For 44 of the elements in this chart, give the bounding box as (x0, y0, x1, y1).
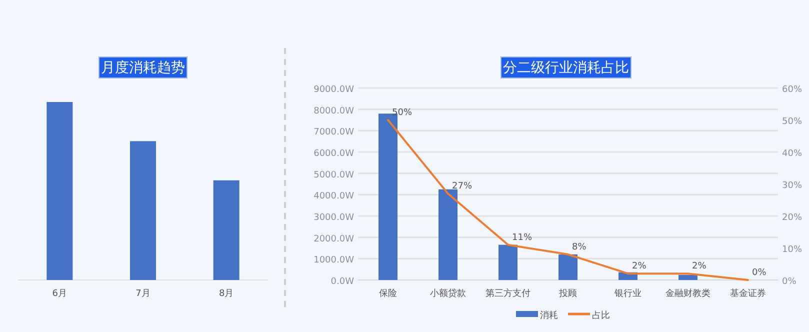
bar (498, 244, 518, 280)
y2-tick-label: 50% (782, 117, 802, 127)
y-tick-label: 4000.0W (314, 192, 354, 202)
chart-title: 分二级行业消耗占比 (503, 60, 629, 76)
data-label: 8% (572, 242, 587, 252)
x-tick-label: 投顾 (558, 288, 577, 299)
y2-tick-label: 20% (782, 213, 802, 223)
y-tick-label: 5000.0W (314, 170, 354, 180)
y-tick-label: 7000.0W (314, 128, 354, 138)
x-tick-label: 基金证券 (730, 288, 766, 299)
y-tick-label: 9000.0W (314, 85, 354, 95)
data-label: 27% (452, 182, 472, 192)
x-tick-label: 7月 (136, 289, 150, 299)
bar (438, 189, 458, 280)
data-label: 2% (632, 262, 647, 272)
x-tick-label: 小额贷款 (430, 288, 466, 299)
x-tick-label: 6月 (52, 289, 68, 299)
legend-label: 占比 (592, 310, 610, 321)
y-tick-label: 6000.0W (314, 149, 354, 159)
y2-tick-label: 40% (782, 149, 802, 159)
y-tick-label: 1000.0W (314, 256, 354, 266)
x-tick-label: 第三方支付 (486, 288, 530, 299)
x-tick-label: 8月 (218, 289, 234, 299)
bar (558, 254, 578, 280)
y2-tick-label: 10% (782, 245, 802, 255)
y2-tick-label: 60% (782, 85, 802, 95)
data-label: 50% (392, 108, 412, 118)
chart-title: 月度消耗趋势 (101, 60, 185, 76)
data-label: 2% (692, 262, 707, 272)
y-tick-label: 2000.0W (314, 234, 354, 244)
legend-label: 消耗 (540, 310, 558, 321)
data-label: 11% (512, 232, 532, 243)
data-label: 0% (752, 268, 767, 278)
y-tick-label: 8000.0W (314, 106, 354, 116)
x-tick-label: 保险 (379, 288, 397, 299)
x-tick-label: 银行业 (614, 288, 642, 299)
y-tick-label: 0.0W (330, 277, 354, 287)
y-tick-label: 3000.0W (314, 213, 354, 223)
x-tick-label: 金融财教类 (666, 288, 710, 299)
line-series (387, 119, 749, 281)
bar (678, 274, 698, 280)
y2-tick-label: 0% (782, 277, 797, 287)
bar (378, 114, 398, 280)
y2-tick-label: 30% (782, 181, 802, 191)
